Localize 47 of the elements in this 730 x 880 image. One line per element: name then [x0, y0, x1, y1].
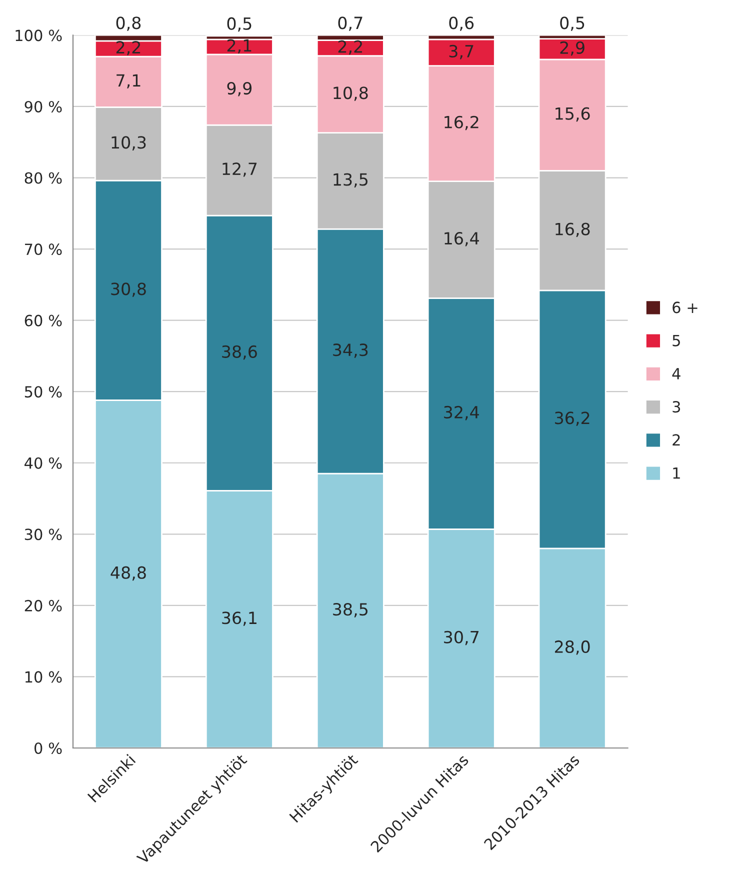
data-label: 16,8 — [556, 222, 590, 238]
data-label: 30,8 — [111, 282, 146, 297]
data-label: 30,7 — [444, 630, 478, 646]
data-label: 16,2 — [444, 116, 478, 130]
data-label: 2,9 — [560, 41, 584, 56]
legend-label: 3 — [672, 401, 680, 413]
y-tick-label: 20 % — [24, 600, 62, 612]
data-label: 36,1 — [222, 612, 256, 626]
y-tick-label: 100 % — [16, 30, 62, 42]
data-label: 32,4 — [444, 406, 479, 420]
data-label: 13,5 — [334, 173, 368, 188]
legend-label: 6 + — [672, 302, 698, 314]
data-label: 12,7 — [222, 162, 257, 177]
y-tick-label: 0 % — [34, 742, 62, 754]
data-label: 0,5 — [560, 16, 584, 31]
y-tick-label: 30 % — [24, 528, 62, 540]
data-label: 0,6 — [449, 16, 474, 31]
y-tick-label: 10 % — [25, 671, 62, 683]
y-tick-label: 60 % — [24, 314, 62, 326]
legend-label: 4 — [672, 368, 680, 380]
data-label: 38,6 — [222, 345, 257, 360]
legend-label: 5 — [672, 335, 680, 346]
data-label: 15,6 — [556, 107, 590, 122]
data-label: 0,7 — [338, 16, 362, 31]
data-label: 28,0 — [554, 640, 590, 655]
y-tick-label: 80 % — [24, 172, 62, 184]
data-label: 9,9 — [227, 82, 252, 96]
data-label: 10,3 — [112, 136, 146, 150]
legend-label: 1 — [673, 467, 680, 479]
data-label: 10,8 — [334, 86, 368, 101]
data-label: 2,2 — [116, 40, 140, 56]
data-label: 7,1 — [116, 74, 140, 88]
data-label: 48,8 — [110, 566, 146, 581]
data-label: 0,5 — [227, 17, 252, 32]
y-tick-label: 70 % — [25, 244, 62, 256]
y-tick-label: 50 % — [24, 386, 62, 398]
data-label: 38,5 — [333, 603, 368, 618]
data-label: 2,1 — [227, 39, 252, 54]
data-label: 3,7 — [449, 44, 474, 60]
y-tick-label: 40 % — [24, 457, 62, 469]
data-label: 2,2 — [338, 40, 362, 55]
data-label: 34,3 — [333, 344, 368, 358]
y-tick-label: 90 % — [24, 100, 62, 112]
data-label: 16,4 — [444, 232, 479, 246]
data-label: 0,8 — [116, 16, 141, 31]
legend-label: 2 — [672, 434, 680, 446]
data-label: 36,2 — [555, 412, 590, 426]
